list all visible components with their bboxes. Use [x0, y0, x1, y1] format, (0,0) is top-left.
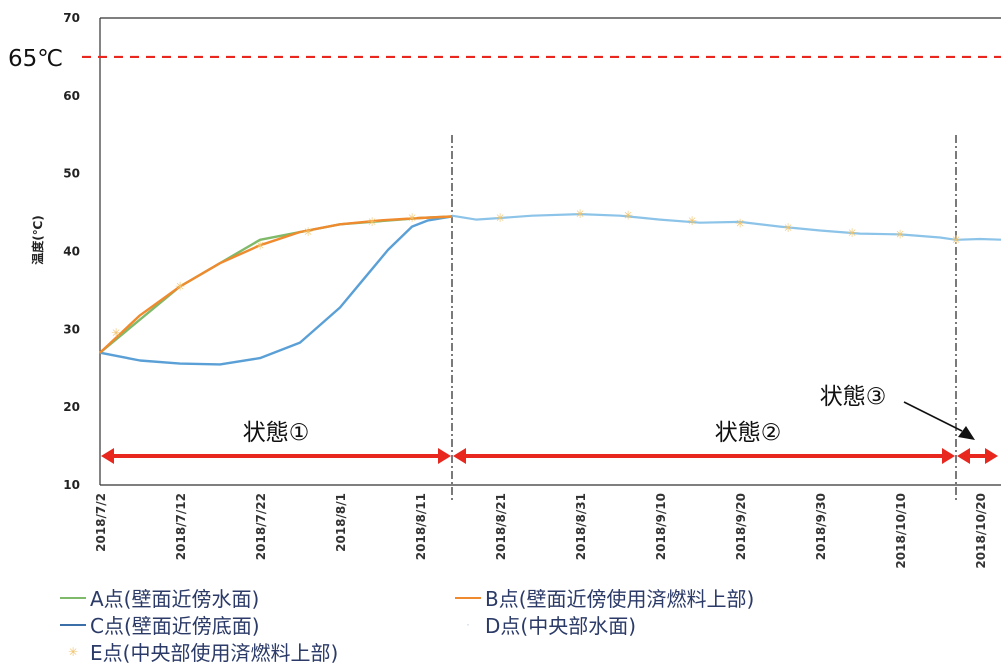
- state3-pointer-line: [903, 401, 963, 432]
- state-label: 状態②: [715, 420, 782, 446]
- series-e-point: ✳: [111, 326, 121, 340]
- y-tick-label: 20: [63, 400, 80, 414]
- x-tick-label: 2018/7/2: [94, 493, 108, 552]
- series-e-point: ✳: [407, 211, 417, 225]
- series-b-line: [99, 215, 453, 354]
- state-arrowhead-right: [942, 448, 955, 464]
- series-e-point: ✳: [175, 280, 185, 294]
- x-tick-label: 2018/7/22: [254, 493, 268, 560]
- y-axis-title: 温度(℃): [30, 215, 45, 265]
- series-e-point: ✳: [895, 227, 905, 241]
- series-e-point: ✳: [783, 221, 793, 235]
- state-label: 状態③: [820, 384, 887, 410]
- threshold-label: 65℃: [8, 46, 63, 72]
- x-tick-label: 2018/7/12: [174, 493, 188, 560]
- series-e-point: ✳: [367, 215, 377, 229]
- x-tick-label: 2018/9/10: [654, 493, 668, 560]
- y-tick-label: 10: [63, 478, 80, 492]
- series-e-point: ✳: [575, 207, 585, 221]
- x-tick-label: 2018/9/20: [734, 493, 748, 560]
- y-tick-label: 70: [63, 11, 80, 25]
- state-arrowhead-left: [101, 448, 114, 464]
- series-e-point: ✳: [303, 225, 313, 239]
- series-d-line: [451, 213, 1001, 241]
- y-tick-label: 60: [63, 89, 80, 103]
- series-a-line: [99, 215, 453, 354]
- state-label: 状態①: [243, 420, 310, 446]
- x-tick-label: 2018/8/21: [494, 493, 508, 560]
- y-tick-label: 50: [63, 167, 80, 181]
- y-tick-label: 30: [63, 322, 80, 336]
- series-c-line: [99, 215, 453, 366]
- series-e-point: ✳: [623, 209, 633, 223]
- x-tick-label: 2018/8/1: [334, 493, 348, 552]
- series-e-point: ✳: [255, 238, 265, 252]
- x-tick-label: 2018/8/31: [574, 493, 588, 560]
- y-tick-label: 40: [63, 245, 80, 259]
- series-e-point: ✳: [687, 214, 697, 228]
- series-e-point: ✳: [847, 226, 857, 240]
- state-arrowhead-left: [453, 448, 466, 464]
- state-arrowhead-right: [438, 448, 451, 464]
- x-tick-label: 2018/10/20: [974, 493, 988, 569]
- x-tick-label: 2018/9/30: [814, 493, 828, 560]
- x-tick-label: 2018/10/10: [894, 493, 908, 569]
- state-arrowhead-left: [957, 448, 970, 464]
- state-arrowhead-right: [985, 448, 998, 464]
- series-e-point: ✳: [951, 233, 961, 247]
- state3-pointer-head: [958, 426, 975, 440]
- series-e-point: ✳: [735, 216, 745, 230]
- series-e-point: ✳: [495, 211, 505, 225]
- x-tick-label: 2018/8/11: [414, 493, 428, 560]
